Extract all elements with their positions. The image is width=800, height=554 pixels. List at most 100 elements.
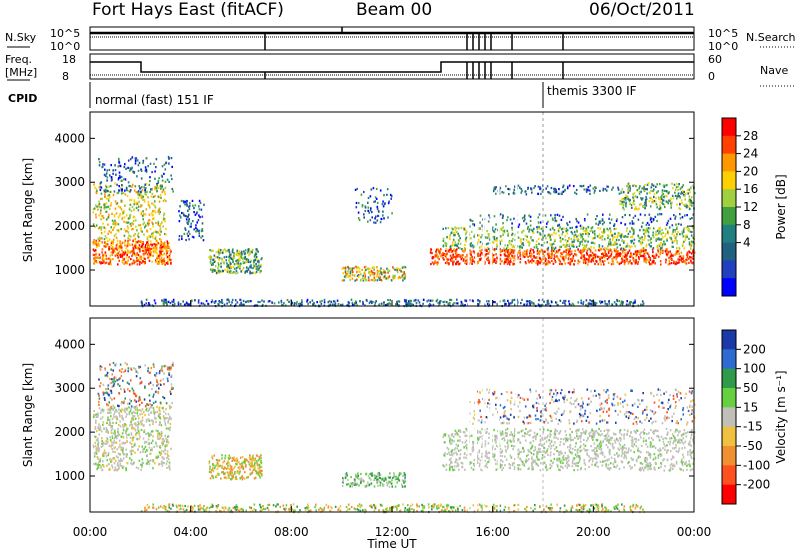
power-scatter — [364, 278, 367, 281]
power-scatter — [226, 262, 228, 265]
velocity-scatter — [121, 424, 124, 427]
power-scatter — [93, 249, 96, 253]
power-scatter — [348, 267, 350, 270]
power-scatter — [620, 221, 622, 225]
velocity-scatter — [169, 422, 172, 425]
power-scatter — [450, 259, 452, 263]
velocity-scatter — [134, 412, 136, 415]
velocity-scatter — [165, 439, 168, 442]
velocity-scatter — [138, 445, 140, 448]
power-scatter — [145, 168, 148, 172]
power-scatter — [267, 300, 270, 303]
power-scatter — [125, 256, 128, 259]
power-scatter — [134, 240, 137, 243]
power-scatter — [101, 255, 104, 258]
power-scatter — [587, 189, 589, 192]
velocity-scatter — [110, 431, 113, 434]
power-scatter — [531, 229, 534, 232]
power-scatter — [559, 239, 562, 243]
power-scatter — [508, 188, 511, 191]
power-scatter — [670, 253, 673, 256]
power-scatter — [508, 261, 510, 264]
power-scatter — [356, 274, 359, 277]
power-scatter — [665, 253, 668, 256]
power-scatter — [448, 248, 451, 251]
power-scatter — [578, 250, 581, 253]
power-scatter — [562, 301, 564, 304]
power-scatter — [686, 251, 689, 254]
power-scatter — [141, 189, 144, 192]
power-scatter — [163, 212, 166, 216]
power-scatter — [511, 228, 513, 231]
velocity-scatter — [100, 430, 103, 433]
power-scatter — [599, 227, 601, 230]
power-scatter — [579, 241, 581, 244]
power-scatter — [604, 188, 607, 191]
power-scatter — [361, 277, 364, 280]
power-scatter — [118, 214, 121, 217]
power-scatter — [128, 243, 131, 246]
power-scatter — [98, 244, 100, 247]
power-scatter — [640, 225, 643, 228]
power-scatter — [493, 260, 495, 263]
power-scatter — [618, 299, 621, 303]
power-scatter — [220, 262, 222, 265]
power-scatter — [157, 209, 160, 212]
velocity-scatter — [159, 410, 161, 413]
power-scatter — [570, 230, 573, 233]
power-scatter — [643, 185, 645, 188]
power-scatter — [608, 300, 610, 303]
velocity-scatter — [153, 413, 156, 416]
power-scatter — [634, 195, 636, 198]
power-scatter — [364, 270, 366, 273]
power-scatter — [524, 234, 527, 237]
velocity-scatter — [123, 442, 125, 445]
velocity-scatter — [150, 449, 152, 452]
power-scatter — [259, 265, 262, 268]
power-scatter — [640, 190, 642, 193]
power-scatter — [652, 251, 654, 254]
power-scatter — [165, 227, 167, 230]
power-scatter — [105, 172, 108, 175]
power-scatter — [119, 255, 122, 258]
power-scatter — [464, 249, 466, 252]
power-scatter — [453, 232, 456, 235]
cpid-segment-1: normal (fast) 151 IF — [95, 93, 214, 107]
power-scatter — [669, 217, 672, 220]
power-scatter — [585, 227, 587, 230]
power-scatter — [370, 273, 373, 276]
power-scatter — [153, 162, 155, 165]
power-scatter — [103, 226, 105, 229]
power-scatter — [617, 254, 620, 258]
power-scatter — [243, 261, 246, 264]
power-scatter — [659, 183, 661, 186]
power-scatter — [426, 300, 428, 303]
power-scatter — [142, 256, 145, 259]
power-scatter — [368, 302, 371, 305]
power-scatter — [524, 218, 526, 221]
velocity-scatter — [97, 457, 99, 460]
power-scatter — [371, 216, 373, 219]
power-scatter — [648, 261, 650, 264]
power-scatter — [147, 304, 150, 307]
velocity-scatter — [159, 444, 161, 448]
power-scatter — [166, 178, 169, 181]
power-scatter — [580, 236, 582, 239]
velocity-scatter — [153, 409, 155, 412]
power-scatter — [519, 261, 522, 264]
power-scatter — [138, 263, 141, 266]
velocity-scatter — [116, 434, 118, 437]
power-scatter — [601, 219, 604, 222]
power-scatter — [608, 217, 610, 220]
power-scatter — [687, 188, 689, 192]
power-scatter — [215, 270, 218, 273]
power-scatter — [496, 239, 498, 242]
power-scatter — [568, 220, 571, 224]
power-scatter — [657, 190, 659, 193]
power-scatter — [367, 209, 369, 212]
velocity-scatter — [95, 413, 98, 416]
power-scatter — [623, 261, 626, 264]
power-scatter — [651, 248, 654, 251]
power-scatter — [620, 247, 623, 250]
power-scatter — [650, 241, 652, 244]
